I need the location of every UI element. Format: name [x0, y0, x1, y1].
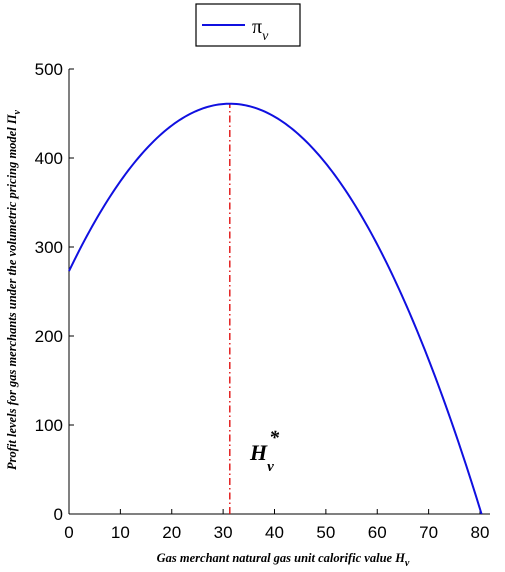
y-ticks: 0 100 200 300 400 500: [35, 60, 74, 524]
x-axis-title: Gas merchant natural gas unit calorific …: [157, 551, 410, 569]
annotation-subscript: v: [267, 459, 274, 475]
x-tick-label: 50: [316, 523, 335, 542]
y-axis-title-text: Profit levels for gas merchants under th…: [5, 113, 19, 470]
y-axis-title-subscript: v: [12, 109, 23, 114]
y-tick-label: 400: [35, 149, 63, 168]
axes: [68, 69, 490, 515]
legend-series-subscript: v: [262, 29, 269, 44]
y-tick-label: 500: [35, 60, 63, 79]
x-ticks: 0 10 20 30 40 50 60 70 80: [64, 509, 489, 542]
x-tick-label: 0: [64, 523, 73, 542]
x-tick-label: 40: [265, 523, 284, 542]
series-curve-pi-v: [68, 102, 483, 515]
x-tick-label: 60: [368, 523, 387, 542]
x-axis-title-text: Gas merchant natural gas unit calorific …: [157, 551, 407, 565]
y-tick-label: 300: [35, 238, 63, 257]
y-tick-label: 200: [35, 327, 63, 346]
y-tick-label: 0: [54, 505, 63, 524]
legend: πv: [195, 3, 301, 47]
y-tick-label: 100: [35, 416, 63, 435]
y-axis-title: Profit levels for gas merchants under th…: [5, 109, 23, 470]
x-axis-title-subscript: v: [405, 558, 410, 569]
x-tick-label: 10: [111, 523, 130, 542]
x-tick-label: 20: [162, 523, 181, 542]
x-tick-label: 30: [214, 523, 233, 542]
annotation-superscript: *: [269, 427, 280, 449]
x-tick-label: 80: [471, 523, 490, 542]
annotation-main: H: [249, 440, 268, 465]
optimum-annotation: H* v: [249, 427, 280, 475]
legend-series-name: π: [252, 16, 262, 38]
legend-label: πv: [252, 16, 269, 44]
x-tick-label: 70: [419, 523, 438, 542]
